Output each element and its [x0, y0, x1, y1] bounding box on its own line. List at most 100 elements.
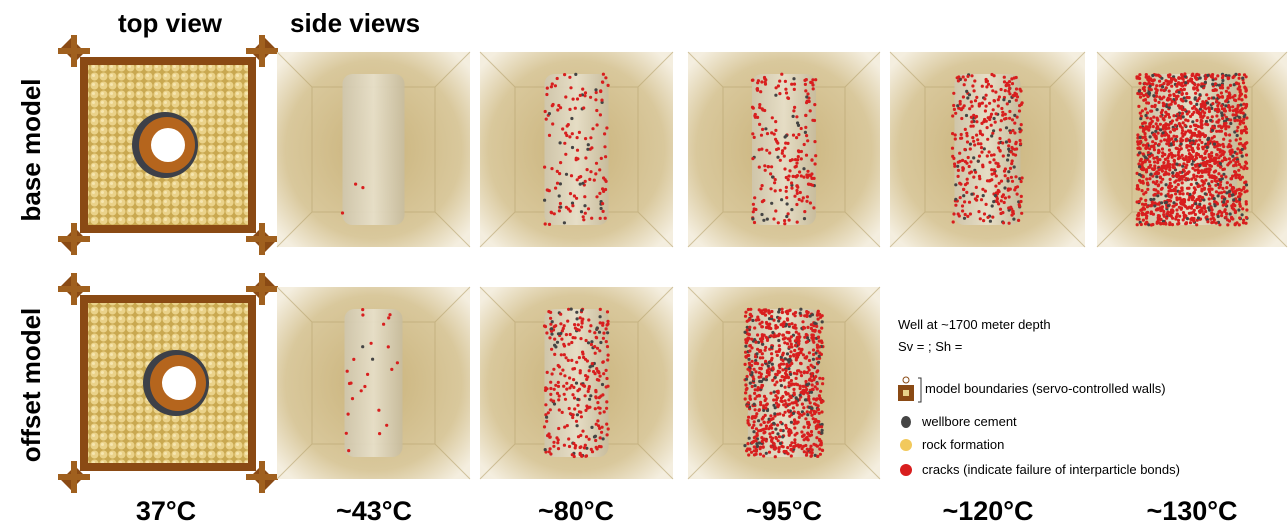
crack: [792, 388, 795, 391]
crack: [1233, 94, 1236, 97]
crack: [990, 154, 993, 157]
crack: [1177, 116, 1180, 119]
crack: [579, 446, 582, 449]
crack: [1140, 223, 1143, 226]
crack: [591, 362, 594, 365]
crack: [1145, 144, 1148, 147]
crack: [1171, 174, 1174, 177]
temperature-label: ~120°C: [942, 496, 1033, 526]
crack: [1155, 175, 1158, 178]
crack: [801, 320, 804, 323]
crack: [752, 210, 755, 213]
crack: [587, 143, 590, 146]
crack: [802, 167, 805, 170]
crack: [1158, 158, 1161, 161]
crack: [1158, 74, 1161, 77]
crack: [1160, 201, 1163, 204]
crack: [751, 132, 754, 135]
crack: [347, 449, 350, 452]
crack: [580, 309, 583, 312]
crack: [587, 387, 590, 390]
crack: [1222, 138, 1225, 141]
crack: [600, 207, 603, 210]
crack: [1004, 167, 1007, 170]
crack: [809, 411, 812, 414]
crack: [594, 88, 597, 91]
crack: [804, 114, 807, 117]
crack: [1138, 73, 1141, 76]
crack: [576, 178, 579, 181]
crack: [1199, 195, 1202, 198]
crack: [960, 117, 963, 120]
crack: [951, 147, 954, 150]
crack: [819, 453, 822, 456]
crack: [1008, 195, 1011, 198]
crack: [971, 84, 974, 87]
crack: [796, 158, 799, 161]
crack: [382, 323, 385, 326]
crack: [1194, 96, 1197, 99]
crack: [1019, 130, 1022, 133]
crack: [1148, 155, 1151, 158]
crack: [596, 123, 599, 126]
crack: [549, 408, 552, 411]
crack: [976, 138, 979, 141]
crack: [975, 96, 978, 99]
crack: [965, 90, 968, 93]
crack: [790, 441, 793, 444]
crack: [1177, 151, 1180, 154]
side-view: [1097, 52, 1287, 247]
crack: [1136, 133, 1139, 136]
crack: [1234, 163, 1237, 166]
crack: [966, 178, 969, 181]
crack: [1162, 164, 1165, 167]
crack: [1170, 152, 1173, 155]
crack: [785, 215, 788, 218]
crack: [605, 126, 608, 129]
crack: [781, 152, 784, 155]
crack: [1211, 83, 1214, 86]
crack: [583, 446, 586, 449]
crack: [1210, 180, 1213, 183]
crack: [1013, 165, 1016, 168]
crack: [1161, 85, 1164, 88]
crack: [1006, 102, 1009, 105]
crack: [968, 201, 971, 204]
crack: [599, 113, 602, 116]
crack: [977, 160, 980, 163]
crack: [593, 331, 596, 334]
crack: [588, 398, 591, 401]
crack: [764, 407, 767, 410]
crack: [1175, 196, 1178, 199]
side-view: [688, 287, 880, 479]
crack: [1242, 121, 1245, 124]
crack: [776, 432, 779, 435]
crack: [1189, 221, 1192, 224]
crack: [565, 206, 568, 209]
crack: [968, 93, 971, 96]
crack: [992, 158, 995, 161]
crack: [821, 320, 824, 323]
crack: [753, 326, 756, 329]
crack: [799, 394, 802, 397]
crack: [984, 109, 987, 112]
crack: [549, 311, 552, 314]
crack: [761, 321, 764, 324]
crack: [759, 337, 762, 340]
crack: [589, 136, 592, 139]
crack: [797, 341, 800, 344]
crack: [954, 112, 957, 115]
crack: [576, 398, 579, 401]
crack: [806, 92, 809, 95]
crack: [788, 345, 791, 348]
crack: [602, 210, 605, 213]
crack: [1196, 146, 1199, 149]
crack: [543, 425, 546, 428]
crack: [577, 323, 580, 326]
crack: [776, 424, 779, 427]
crack: [569, 192, 572, 195]
crack: [366, 373, 369, 376]
figure: top view side views base model offset mo…: [0, 0, 1288, 529]
crack: [1228, 133, 1231, 136]
crack: [560, 338, 563, 341]
